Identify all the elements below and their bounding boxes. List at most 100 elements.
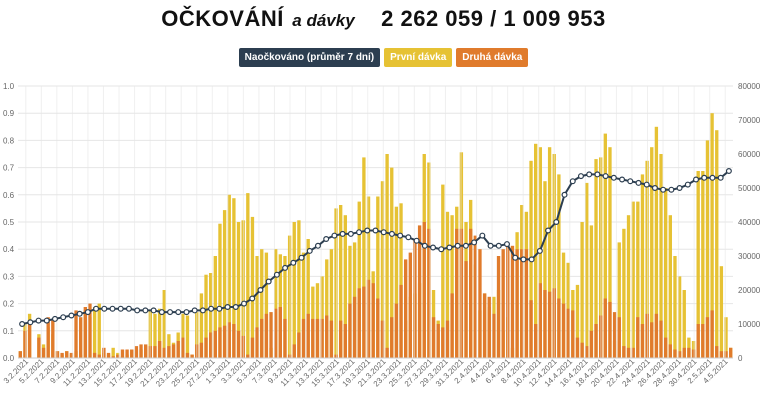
average-point: [273, 271, 280, 278]
bar-first-dose: [185, 315, 190, 358]
bar-second-dose: [408, 252, 412, 358]
bar-first-dose: [677, 276, 682, 358]
bar-second-dose: [715, 346, 719, 358]
average-point: [512, 254, 519, 261]
bar-second-dose: [157, 341, 162, 358]
bar-second-dose: [710, 310, 714, 358]
bar-second-dose: [218, 327, 222, 358]
average-point: [693, 176, 700, 183]
bar-second-dose: [431, 317, 436, 358]
average-point: [249, 295, 256, 302]
bar-second-dose: [250, 337, 255, 358]
bar-first-dose: [394, 206, 399, 358]
bar-second-dose: [566, 308, 570, 358]
bar-second-dose: [455, 228, 459, 358]
bar-first-dose: [181, 313, 185, 358]
bar-first-dose: [715, 130, 719, 358]
legend-item-vaccinated[interactable]: Naočkováno (průměr 7 dní): [238, 48, 381, 67]
bar-first-dose: [260, 249, 264, 358]
bar-second-dose: [204, 337, 208, 358]
bar-second-dose: [724, 351, 728, 358]
bar-second-dose: [585, 346, 589, 358]
average-point: [619, 176, 626, 183]
bar-first-dose: [348, 245, 352, 358]
bar-second-dose: [185, 352, 190, 358]
average-point: [676, 185, 683, 192]
bar-first-dose: [213, 256, 217, 358]
bar-first-dose: [320, 276, 324, 358]
y-left-tick-label: 0.3: [3, 272, 15, 281]
bar-first-dose: [329, 249, 334, 358]
bar-second-dose: [222, 325, 227, 358]
bar-first-dose: [343, 215, 347, 358]
average-point: [553, 219, 560, 226]
bar-first-dose: [617, 242, 621, 358]
bar-second-dose: [37, 337, 41, 358]
bar-second-dose: [260, 318, 264, 358]
bar-first-dose: [339, 205, 343, 358]
bar-second-dose: [92, 352, 97, 358]
bar-second-dose: [677, 351, 682, 358]
bar-first-dose: [719, 266, 724, 358]
bar-first-dose: [209, 273, 213, 358]
y-left-tick-label: 0.0: [3, 354, 15, 363]
bar-second-dose: [362, 286, 366, 358]
average-point: [413, 237, 420, 244]
average-point: [388, 230, 395, 237]
bar-first-dose: [585, 182, 589, 358]
average-point: [586, 171, 593, 178]
average-point: [323, 236, 330, 243]
bar-second-dose: [650, 322, 654, 358]
bar-second-dose: [469, 228, 473, 358]
y-left-tick-label: 0.6: [3, 191, 15, 200]
bar-second-dose: [603, 298, 607, 358]
bar-second-dose: [27, 320, 32, 358]
bar-second-dose: [640, 324, 645, 358]
bar-first-dose: [162, 290, 166, 358]
bar-first-dose: [450, 215, 454, 358]
average-point: [35, 317, 42, 324]
legend-item-first-dose[interactable]: První dávka: [384, 48, 453, 67]
bar-second-dose: [278, 307, 282, 358]
bar-first-dose: [631, 201, 635, 358]
bar-second-dose: [594, 324, 598, 358]
bar-first-dose: [547, 147, 552, 358]
bar-second-dose: [162, 347, 166, 358]
y-left-tick-label: 0.4: [3, 245, 15, 254]
bar-second-dose: [334, 354, 338, 358]
bar-second-dose: [575, 337, 580, 358]
bar-second-dose: [371, 283, 375, 358]
bar-first-dose: [603, 133, 607, 358]
average-point: [68, 312, 75, 319]
bar-first-dose: [659, 154, 663, 358]
bar-second-dose: [139, 344, 143, 358]
average-point: [364, 227, 371, 234]
bar-first-dose: [236, 222, 241, 358]
bar-second-dose: [719, 351, 724, 358]
average-point: [43, 317, 50, 324]
bar-second-dose: [116, 354, 120, 358]
legend-item-second-dose[interactable]: Druhá dávka: [456, 48, 529, 67]
bar-second-dose: [60, 352, 64, 358]
bar-second-dose: [83, 307, 87, 358]
bar-second-dose: [659, 320, 663, 358]
bar-second-dose: [612, 312, 617, 358]
bar-second-dose: [125, 349, 129, 358]
y-right-tick-label: 20000: [738, 286, 761, 295]
bar-second-dose: [534, 324, 538, 358]
average-point: [421, 242, 428, 249]
bar-first-dose: [575, 284, 580, 358]
bar-second-dose: [236, 330, 241, 358]
average-point: [610, 174, 617, 181]
bar-first-dose: [380, 181, 385, 358]
bar-second-dose: [134, 346, 139, 358]
average-point: [142, 307, 149, 314]
bar-second-dose: [427, 228, 431, 358]
average-point: [76, 310, 83, 317]
bar-second-dose: [445, 320, 450, 358]
bar-first-dose: [399, 203, 403, 358]
average-point: [183, 309, 190, 316]
bar-first-dose: [246, 193, 250, 358]
bar-second-dose: [264, 313, 269, 358]
average-point: [167, 309, 174, 316]
